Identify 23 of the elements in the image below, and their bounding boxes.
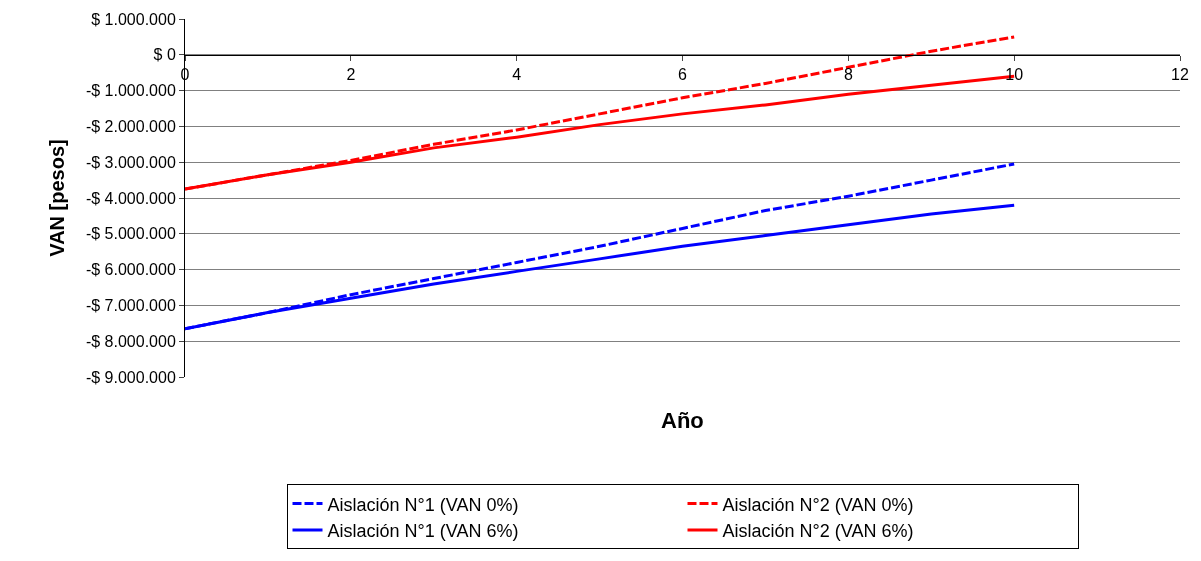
y-tick-label: -$ 6.000.000	[85, 261, 176, 279]
y-tick-label: -$ 4.000.000	[85, 189, 176, 207]
y-tick-label: -$ 1.000.000	[85, 82, 176, 100]
legend-label: Aislación N°1 (VAN 0%)	[327, 494, 519, 515]
legend-label: Aislación N°2 (VAN 0%)	[722, 494, 914, 515]
x-tick-label: 10	[1005, 66, 1024, 83]
y-tick-label: -$ 8.000.000	[85, 332, 176, 350]
x-axis-title: Año	[661, 408, 704, 433]
y-tick-label: -$ 3.000.000	[85, 153, 176, 171]
x-tick-label: 8	[843, 66, 853, 83]
x-tick-label: 12	[1171, 66, 1189, 83]
x-tick-label: 2	[346, 66, 356, 83]
y-tick-label: $ 1.000.000	[91, 10, 176, 28]
legend-label: Aislación N°2 (VAN 6%)	[722, 521, 914, 542]
legend-label: Aislación N°1 (VAN 6%)	[327, 521, 519, 542]
y-tick-label: $ 0	[153, 46, 176, 64]
x-tick-label: 6	[678, 66, 688, 83]
y-tick-label: -$ 7.000.000	[85, 297, 176, 314]
y-tick-label: -$ 5.000.000	[85, 225, 176, 243]
y-axis-title: VAN [pesos]	[46, 139, 69, 257]
y-tick-label: -$ 9.000.000	[85, 368, 176, 386]
x-tick-label: 4	[512, 66, 522, 83]
y-tick-label: -$ 2.000.000	[85, 118, 176, 135]
